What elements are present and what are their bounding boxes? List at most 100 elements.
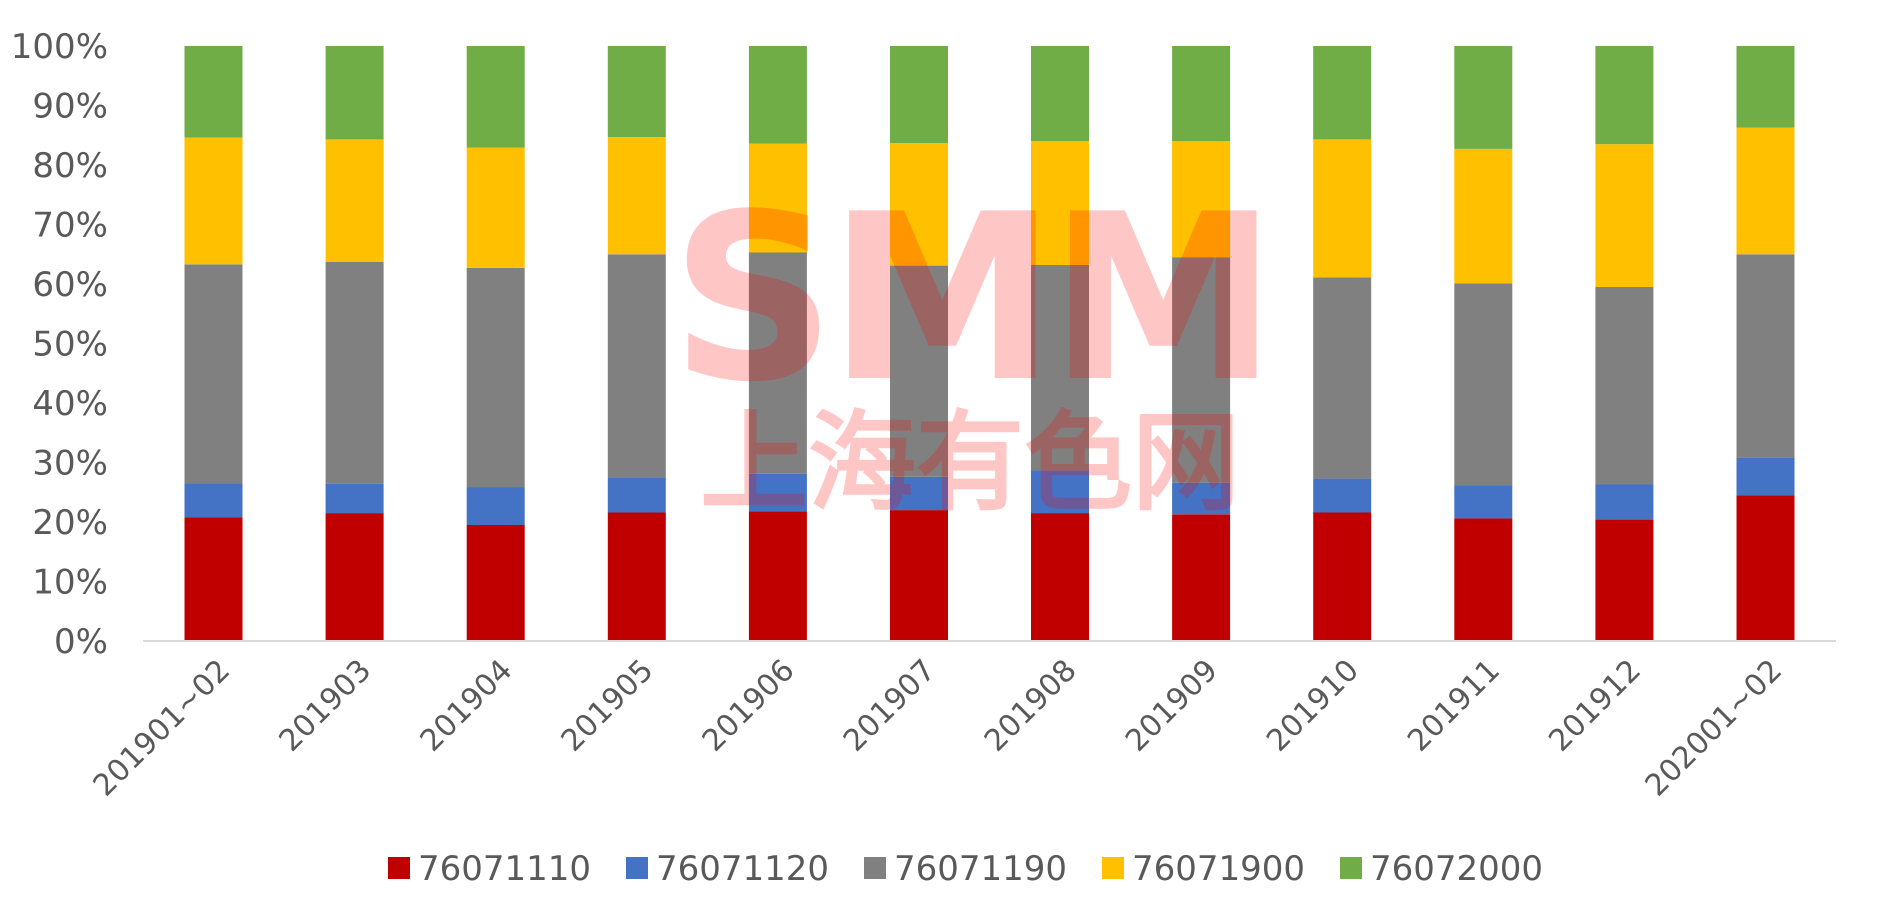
bar-segment-76072000-201905 [607,46,666,137]
y-tick-label: 0% [54,622,108,662]
y-tick-label: 20% [32,503,108,543]
bar-segment-76071110-201905 [607,512,666,641]
bar-segment-76071120-201901~02 [184,483,243,518]
bar-segment-76071110-201908 [1031,513,1089,641]
bar-segment-76071110-201910 [1313,512,1372,641]
bar-segment-76071120-201910 [1313,478,1372,513]
bar-segment-76072000-202001~02 [1736,46,1795,128]
y-tick-label: 10% [32,563,108,603]
x-tick-label: 201901~02 [87,653,238,804]
bar-segment-76071900-201908 [1031,141,1089,265]
bar-segment-76071900-201901~02 [184,137,243,265]
bar-segment-76071110-201906 [748,511,807,641]
y-tick-label: 30% [32,444,108,484]
bar-segment-76071190-201910 [1313,277,1372,479]
bar-segment-76071120-201909 [1172,482,1231,515]
bar-segment-76071120-201906 [748,473,807,512]
bar-segment-76071190-201907 [890,265,948,477]
bar-segment-76071190-201905 [607,254,666,478]
y-tick-label: 40% [32,384,108,424]
watermark-chinese: 上海有色网 [700,401,1240,526]
y-tick-label: 50% [32,325,108,365]
bar-segment-76071120-201907 [890,476,948,511]
bar-segment-76071120-202001~02 [1736,457,1795,496]
watermark-latin: SMM [670,166,1269,433]
y-tick-label: 70% [32,206,108,246]
bar-segment-76071900-201906 [748,143,807,253]
y-axis-ticks: 0% 10% 20% 30% 40% 50% 60% 70% 80% 90% 100% [11,27,108,662]
bar-segment-76071110-201912 [1595,519,1654,641]
x-tick-label: 201911 [1401,653,1507,759]
bar-segment-76071120-201912 [1595,484,1654,520]
bar-segment-76071110-201911 [1454,518,1513,641]
bar-segment-76071900-201907 [890,143,948,266]
legend-swatch [864,857,886,879]
bar-segment-76072000-201907 [890,46,948,143]
bar-segment-76072000-201908 [1031,46,1089,142]
x-tick-label: 201910 [1260,653,1366,759]
bar-segment-76072000-201901~02 [184,46,243,138]
bar-segment-76072000-201910 [1313,46,1372,140]
bar-segment-76072000-201904 [466,46,525,148]
bar-segment-76071110-201909 [1172,514,1231,641]
bar-segment-76071120-201903 [325,483,384,514]
bar-segment-76071120-201911 [1454,485,1513,519]
legend-swatch [388,857,410,879]
legend-swatch [626,857,648,879]
bar-segment-76071120-201908 [1031,470,1089,513]
bar-segment-76071120-201905 [607,477,666,513]
legend-label: 76071900 [1132,849,1305,889]
bar-segment-76071190-201908 [1031,265,1089,471]
bar-segment-76071120-201904 [466,487,525,525]
x-tick-label: 201907 [837,653,943,759]
bar-segment-76071900-201912 [1595,144,1654,287]
legend-swatch [1102,857,1124,879]
bars [184,46,1795,641]
bar-segment-76071900-201905 [607,137,666,255]
legend-label: 76072000 [1370,849,1543,889]
x-tick-label: 201906 [696,653,802,759]
bar-segment-76071190-201911 [1454,283,1513,486]
bar-segment-76071190-201909 [1172,257,1231,483]
bar-segment-76072000-201909 [1172,46,1231,142]
bar-segment-76071900-202001~02 [1736,127,1795,255]
x-tick-label: 201904 [414,653,520,759]
y-tick-label: 80% [32,146,108,186]
bar-segment-76071190-201912 [1595,287,1654,485]
legend-swatch [1340,857,1362,879]
bar-segment-76072000-201912 [1595,46,1654,145]
bar-segment-76072000-201906 [748,46,807,144]
legend-label: 76071120 [656,849,829,889]
bar-segment-76071190-201901~02 [184,264,243,484]
y-tick-label: 90% [32,87,108,127]
bar-segment-76072000-201911 [1454,46,1513,149]
y-tick-label: 60% [32,265,108,305]
bar-segment-76071110-201904 [466,525,525,641]
bar-segment-76071110-201907 [890,510,948,641]
bar-segment-76071900-201910 [1313,139,1372,278]
bar-segment-76071190-202001~02 [1736,254,1795,458]
bar-segment-76071190-201903 [325,262,384,484]
x-tick-label: 201912 [1542,653,1648,759]
bar-segment-76071190-201904 [466,267,525,488]
bar-segment-76071110-202001~02 [1736,495,1795,641]
x-tick-label: 201909 [1119,653,1225,759]
legend-label: 76071190 [894,849,1067,889]
bar-segment-76071110-201903 [325,513,384,641]
x-tick-label: 202001~02 [1639,653,1790,804]
x-axis-labels: 201901~02 201903 201904 201905 201906 201907 2… [87,653,1789,804]
y-tick-label: 100% [11,27,108,67]
x-tick-label: 201908 [978,653,1084,759]
legend: 76071110 76071120 76071190 76071900 76072000 [388,849,1543,889]
x-tick-label: 201903 [273,653,379,759]
x-tick-label: 201905 [555,653,661,759]
bar-segment-76071110-201901~02 [184,517,243,641]
legend-label: 76071110 [418,849,591,889]
bar-segment-76071900-201909 [1172,141,1231,258]
bar-segment-76072000-201903 [325,46,384,140]
bar-segment-76071190-201906 [748,252,807,474]
bar-segment-76071900-201911 [1454,148,1513,284]
smm-watermark: SMM 上海有色网 [670,166,1277,526]
bar-segment-76071900-201903 [325,139,384,262]
